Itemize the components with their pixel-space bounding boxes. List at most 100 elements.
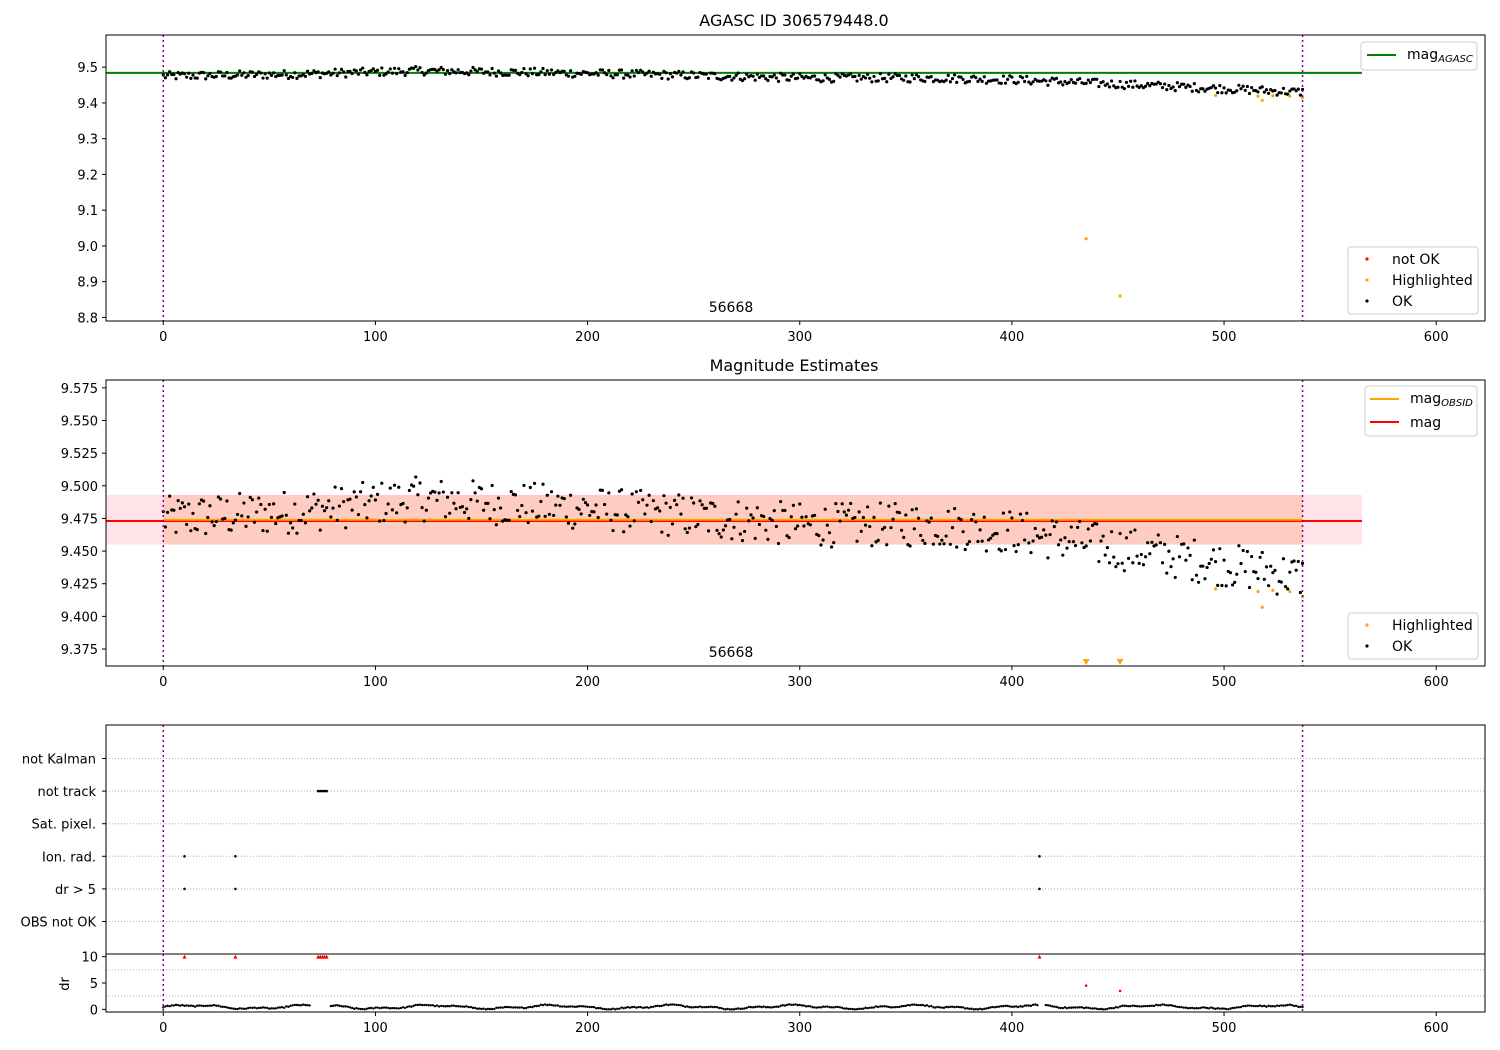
dr-ok-point-178 bbox=[539, 1003, 543, 1007]
dr-ok-point-434 bbox=[1082, 1006, 1086, 1010]
mag-estimates-legend-points: Highlighted OK bbox=[1347, 612, 1479, 660]
agasc-ok-point-287 bbox=[770, 75, 774, 79]
dr-ok-point-420 bbox=[1053, 1005, 1056, 1008]
mag-estimates-ok-point-83 bbox=[337, 504, 341, 508]
dr-ok-point-111 bbox=[397, 1007, 400, 1010]
mag-estimates-ok-point-116 bbox=[407, 488, 411, 493]
agasc-panel: AGASC ID 306579448.0 0 100 200 300 400 500 600… bbox=[77, 11, 1486, 345]
mag-estimates-ok-point-387 bbox=[982, 515, 986, 519]
dr-ok-point-491 bbox=[1203, 1006, 1207, 1009]
mag-estimates-ok-point-46 bbox=[259, 502, 263, 507]
agasc-ok-point-260 bbox=[713, 72, 717, 76]
dr-ok-point-299 bbox=[796, 1003, 799, 1007]
agasc-ok-point-418 bbox=[1048, 79, 1052, 83]
agasc-ok-point-157 bbox=[494, 74, 498, 78]
mag-estimates-ok-point-2 bbox=[165, 510, 170, 514]
mag-estimates-ok-point-482 bbox=[1184, 558, 1188, 562]
dr-ok-point-196 bbox=[577, 1005, 581, 1008]
mag-estimates-ok-point-405 bbox=[1020, 518, 1025, 523]
dr-ok-point-0 bbox=[162, 1006, 165, 1009]
agasc-ok-point-13 bbox=[189, 76, 193, 80]
mag-estimates-legend-magobsid-main: mag bbox=[1410, 391, 1441, 407]
agasc-ok-point-105 bbox=[384, 72, 388, 76]
dr-ok-point-128 bbox=[433, 1004, 437, 1008]
dr-ok-point-534 bbox=[1294, 1004, 1298, 1008]
dr-ok-point-127 bbox=[431, 1003, 434, 1007]
agasc-ok-point-78 bbox=[327, 70, 331, 74]
dr-ok-point-258 bbox=[709, 1005, 712, 1008]
dr-ok-point-165 bbox=[512, 1006, 515, 1009]
mag-estimates-ok-point-142 bbox=[462, 510, 467, 515]
agasc-xtick-label-6: 600 bbox=[1424, 330, 1449, 345]
mag-estimates-ok-point-277 bbox=[749, 513, 753, 517]
mag-estimates-ok-point-477 bbox=[1173, 575, 1177, 580]
agasc-ok-point-14 bbox=[191, 73, 195, 77]
agasc-ok-point-209 bbox=[605, 72, 609, 77]
mag-estimates-ok-point-474 bbox=[1167, 549, 1171, 553]
agasc-ok-point-67 bbox=[303, 74, 308, 78]
dr-ok-point-369 bbox=[944, 1005, 948, 1009]
dr-ok-point-162 bbox=[505, 1005, 509, 1009]
mag-estimates-xtick-label-2: 200 bbox=[575, 675, 600, 690]
mag-estimates-ok-point-284 bbox=[764, 528, 768, 532]
dr-ok-point-99 bbox=[372, 1007, 375, 1010]
agasc-ok-point-374 bbox=[955, 80, 959, 84]
agasc-ok-point-163 bbox=[507, 73, 511, 77]
agasc-ok-point-496 bbox=[1213, 86, 1218, 90]
mag-estimates-ok-point-179 bbox=[541, 482, 545, 486]
agasc-ok-point-47 bbox=[261, 76, 265, 80]
agasc-ok-point-498 bbox=[1218, 84, 1222, 88]
mag-estimates-ok-point-396 bbox=[1001, 511, 1006, 515]
dr-ok-point-224 bbox=[637, 1005, 640, 1009]
agasc-ok-point-148 bbox=[475, 69, 479, 74]
dr-ok-point-249 bbox=[690, 1006, 693, 1009]
dr-ok-point-530 bbox=[1286, 1003, 1289, 1007]
dr-ok-point-96 bbox=[365, 1007, 369, 1010]
dr-ok-point-365 bbox=[936, 1005, 939, 1009]
mag-estimates-ok-point-534 bbox=[1294, 568, 1298, 572]
mag-estimates-ok-point-158 bbox=[496, 496, 501, 500]
dr-ok-point-151 bbox=[482, 1007, 485, 1010]
mag-estimates-offscale-marker-0 bbox=[1082, 659, 1090, 665]
dr-ok-point-139 bbox=[456, 1005, 460, 1008]
dr-ok-point-275 bbox=[745, 1006, 748, 1010]
dr-xtick-label-3: 300 bbox=[787, 1021, 812, 1036]
dr-ok-point-447 bbox=[1110, 1006, 1113, 1010]
dr-ok-point-315 bbox=[830, 1006, 833, 1009]
mag-estimates-ok-point-498 bbox=[1218, 547, 1222, 551]
mag-estimates-ok-point-495 bbox=[1211, 548, 1216, 552]
mag-estimates-ok-point-93 bbox=[358, 490, 363, 494]
agasc-ok-point-397 bbox=[1003, 81, 1008, 85]
mag-estimates-ok-point-408 bbox=[1027, 541, 1031, 545]
mag-estimates-ok-point-241 bbox=[672, 498, 677, 502]
agasc-highlighted-point-7 bbox=[1118, 294, 1122, 298]
agasc-ok-point-46 bbox=[259, 71, 263, 75]
mag-estimates-ok-point-456 bbox=[1129, 530, 1133, 534]
dr-ok-point-256 bbox=[705, 1005, 708, 1009]
mag-estimates-ok-point-228 bbox=[645, 503, 649, 507]
agasc-ok-point-168 bbox=[518, 72, 522, 77]
dr-ok-point-277 bbox=[749, 1005, 753, 1009]
mag-estimates-ok-point-169 bbox=[520, 503, 524, 508]
dr-ok-point-475 bbox=[1169, 1004, 1173, 1007]
agasc-ok-point-130 bbox=[437, 68, 441, 72]
dr-ok-point-67 bbox=[304, 1003, 307, 1007]
agasc-ok-point-6 bbox=[174, 77, 178, 81]
agasc-ok-point-441 bbox=[1097, 84, 1101, 89]
flags-point-4-4 bbox=[325, 789, 328, 793]
dr-ok-point-91 bbox=[355, 1006, 358, 1010]
dr-ok-point-319 bbox=[838, 1006, 842, 1009]
dr-ok-point-180 bbox=[543, 1003, 547, 1006]
mag-estimates-ok-point-451 bbox=[1118, 531, 1122, 536]
mag-estimates-ok-point-246 bbox=[683, 527, 687, 531]
agasc-ok-point-219 bbox=[626, 73, 630, 77]
agasc-ok-point-385 bbox=[978, 77, 982, 81]
mag-estimates-ok-point-320 bbox=[840, 502, 844, 506]
agasc-ok-point-482 bbox=[1184, 85, 1188, 89]
dr-ok-point-509 bbox=[1241, 1004, 1245, 1008]
mag-estimates-ok-point-438 bbox=[1090, 523, 1095, 527]
dr-ok-point-237 bbox=[664, 1003, 668, 1006]
mag-estimates-ok-point-233 bbox=[656, 506, 660, 510]
agasc-ok-point-421 bbox=[1054, 76, 1059, 80]
dr-ok-point-290 bbox=[777, 1005, 780, 1009]
